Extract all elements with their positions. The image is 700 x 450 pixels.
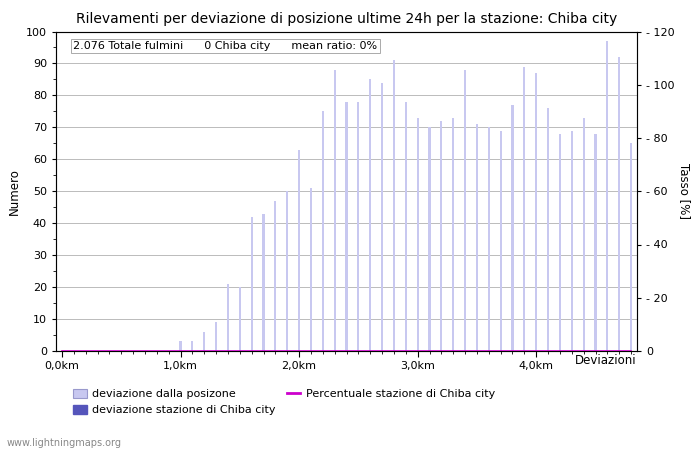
Text: Deviazioni: Deviazioni: [575, 354, 637, 367]
Bar: [286, 191, 288, 351]
Text: www.lightningmaps.org: www.lightningmaps.org: [7, 438, 122, 448]
Bar: [322, 112, 324, 351]
Bar: [262, 214, 265, 351]
Y-axis label: Numero: Numero: [8, 168, 20, 215]
Bar: [215, 322, 217, 351]
Bar: [464, 70, 466, 351]
Bar: [512, 105, 514, 351]
Bar: [357, 102, 359, 351]
Bar: [381, 83, 383, 351]
Bar: [405, 102, 407, 351]
Legend: deviazione dalla posizone, deviazione stazione di Chiba city, Percentuale stazio: deviazione dalla posizone, deviazione st…: [74, 388, 495, 415]
Bar: [393, 60, 395, 351]
Bar: [582, 118, 584, 351]
Bar: [179, 342, 181, 351]
Bar: [476, 124, 478, 351]
Bar: [547, 108, 549, 351]
Bar: [630, 143, 632, 351]
Bar: [452, 118, 454, 351]
Bar: [251, 217, 253, 351]
Bar: [606, 41, 608, 351]
Bar: [535, 73, 538, 351]
Bar: [500, 130, 502, 351]
Bar: [570, 130, 573, 351]
Text: 2.076 Totale fulmini      0 Chiba city      mean ratio: 0%: 2.076 Totale fulmini 0 Chiba city mean r…: [74, 41, 377, 51]
Bar: [428, 127, 430, 351]
Bar: [298, 150, 300, 351]
Y-axis label: Tasso [%]: Tasso [%]: [678, 163, 692, 219]
Bar: [203, 332, 205, 351]
Bar: [191, 342, 193, 351]
Bar: [369, 79, 371, 351]
Bar: [416, 118, 419, 351]
Title: Rilevamenti per deviazione di posizione ultime 24h per la stazione: Chiba city: Rilevamenti per deviazione di posizione …: [76, 12, 617, 26]
Bar: [618, 57, 620, 351]
Bar: [310, 188, 312, 351]
Bar: [334, 70, 336, 351]
Bar: [227, 284, 229, 351]
Bar: [559, 134, 561, 351]
Bar: [524, 67, 526, 351]
Bar: [488, 127, 490, 351]
Bar: [239, 287, 241, 351]
Bar: [440, 121, 442, 351]
Bar: [594, 134, 596, 351]
Bar: [274, 201, 277, 351]
Bar: [345, 102, 348, 351]
